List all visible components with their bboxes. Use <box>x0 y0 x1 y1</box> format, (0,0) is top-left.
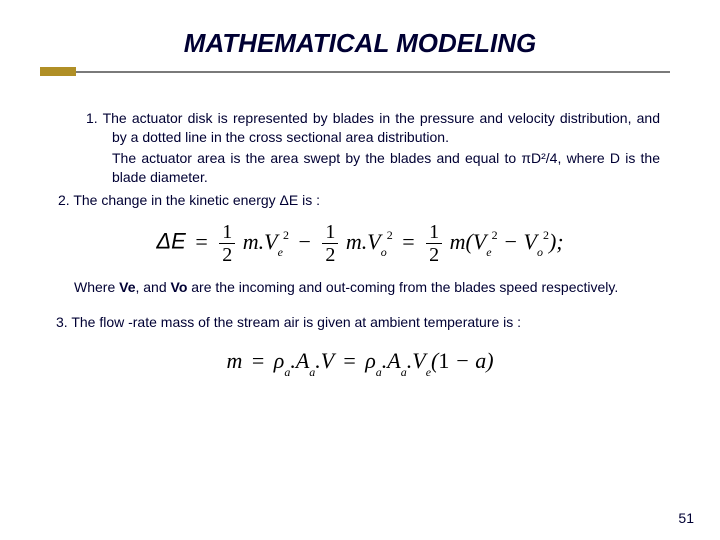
eq1-mVe2: m.Ve2 <box>243 229 289 254</box>
page-number: 51 <box>678 510 694 526</box>
title-underline-accent <box>40 67 76 76</box>
eq1-mVo2: m.Vo2 <box>346 229 393 254</box>
list-item-1b: The actuator area is the area swept by t… <box>112 149 660 187</box>
list-item-1a: 1. The actuator disk is represented by b… <box>86 109 660 147</box>
equation-1: ΔE = 12 m.Ve2 − 12 m.Vo2 = 12 m(Ve2 − Vo… <box>50 221 670 266</box>
where-pre: Where <box>74 279 119 295</box>
eq1-paren: m(Ve2 − Vo2); <box>450 229 564 254</box>
equation-2: m = ρa.Aa.V = ρa.Aa.Ve(1 − a) <box>50 346 670 378</box>
eq1-frac2-num: 1 <box>322 221 338 244</box>
title-underline <box>50 67 670 79</box>
list-item-2: 2. The change in the kinetic energy ΔE i… <box>58 191 670 210</box>
eq1-lhs: ΔE <box>156 229 185 254</box>
where-text: Where Ve, and Vo are the incoming and ou… <box>74 278 660 297</box>
eq1-frac3-den: 2 <box>426 244 442 266</box>
eq1-frac1-den: 2 <box>219 244 235 266</box>
eq1-frac2-den: 2 <box>322 244 338 266</box>
eq2-term2: ρa.Aa.Ve(1 − a) <box>365 348 493 373</box>
eq2-lhs: m <box>226 348 242 373</box>
where-post: are the incoming and out-coming from the… <box>187 279 618 295</box>
where-ve: Ve <box>119 279 135 295</box>
eq1-frac3-num: 1 <box>426 221 442 244</box>
slide-title: MATHEMATICAL MODELING <box>50 28 670 59</box>
where-mid: , and <box>135 279 170 295</box>
where-vo: Vo <box>171 279 188 295</box>
list-item-3: 3. The flow -rate mass of the stream air… <box>56 313 670 332</box>
title-underline-line <box>76 71 670 73</box>
eq1-frac1-num: 1 <box>219 221 235 244</box>
eq2-term1: ρa.Aa.V <box>274 348 334 373</box>
